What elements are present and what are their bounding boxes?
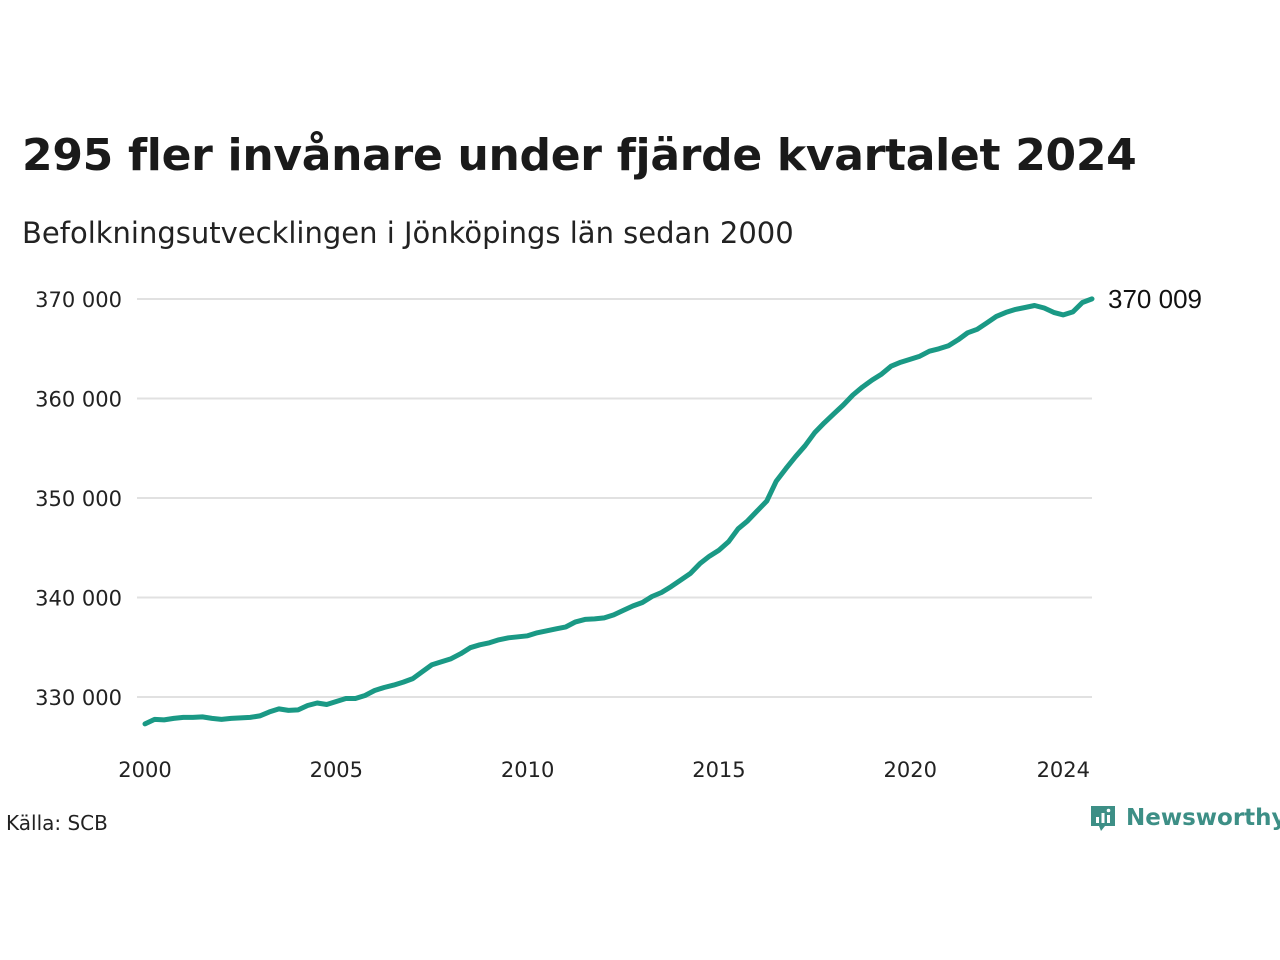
x-tick-label: 2024 bbox=[1037, 758, 1090, 782]
grid-lines bbox=[137, 298, 1092, 698]
brand-name: Newsworthy bbox=[1126, 805, 1280, 831]
x-tick-label: 2010 bbox=[501, 758, 554, 782]
end-value-label: 370 009 bbox=[1108, 284, 1202, 314]
chart-title: 295 fler invånare under fjärde kvartalet… bbox=[22, 130, 1137, 181]
series-line bbox=[142, 296, 1095, 727]
y-tick-label: 370 000 bbox=[35, 288, 122, 312]
x-tick-label: 2005 bbox=[310, 758, 363, 782]
brand-logo: Newsworthy bbox=[1088, 803, 1280, 833]
x-axis-ticks: 2000 2005 2010 2015 2020 2024 bbox=[118, 758, 1090, 782]
y-tick-label: 360 000 bbox=[35, 388, 122, 412]
newsworthy-logo-icon bbox=[1091, 806, 1115, 831]
x-tick-label: 2020 bbox=[884, 758, 937, 782]
y-tick-label: 330 000 bbox=[35, 686, 122, 710]
y-tick-label: 350 000 bbox=[35, 487, 122, 511]
source-note: Källa: SCB bbox=[6, 811, 108, 835]
x-tick-label: 2015 bbox=[692, 758, 745, 782]
y-tick-label: 340 000 bbox=[35, 587, 122, 611]
y-axis-ticks: 330 000 340 000 350 000 360 000 370 000 bbox=[35, 288, 122, 710]
x-tick-label: 2000 bbox=[118, 758, 171, 782]
chart-subtitle: Befolkningsutvecklingen i Jönköpings län… bbox=[22, 216, 794, 250]
